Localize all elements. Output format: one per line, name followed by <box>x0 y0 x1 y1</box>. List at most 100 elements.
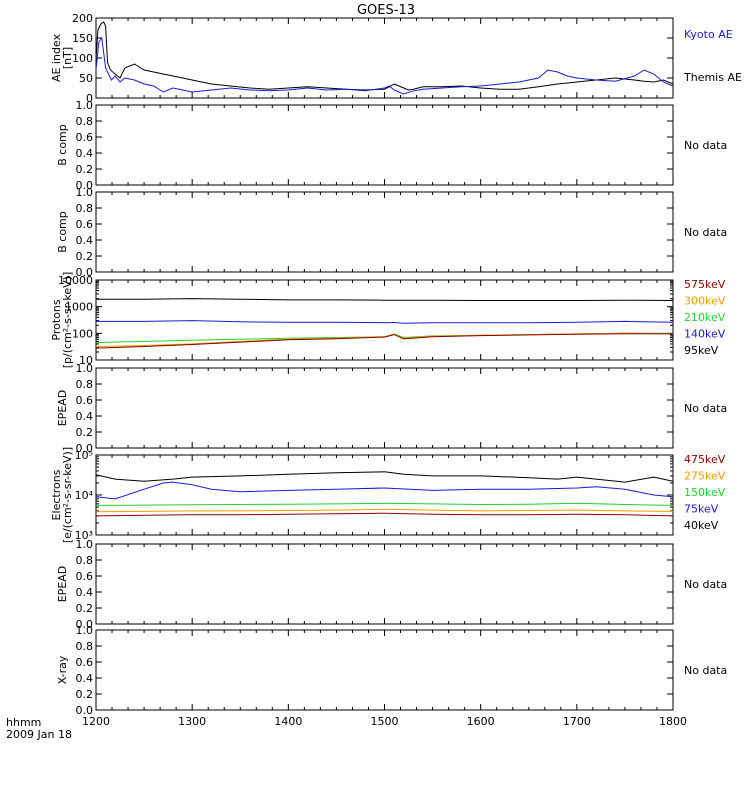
legend-label: 275keV <box>684 470 726 483</box>
y-axis-label: B comp <box>56 124 69 166</box>
y-tick-label: 0.8 <box>76 378 94 391</box>
y-axis-label: Protons <box>50 299 63 340</box>
y-tick-label: 0.0 <box>76 704 94 717</box>
y-tick-label: 0.4 <box>76 410 94 423</box>
panel-1: 0 50 100 150 200 AE index[nT] Kyoto AE Themis A… <box>50 12 742 105</box>
legend-label: 210keV <box>684 311 726 324</box>
y-axis-label: [e/(cm²-s-sr-keV)] <box>61 447 74 543</box>
x-tick-label: 1800 <box>659 715 687 728</box>
legend-label: 140keV <box>684 328 726 341</box>
y-tick-label: 10³ <box>75 529 93 542</box>
y-tick-label: 0.4 <box>76 147 94 160</box>
y-axis-label: EPEAD <box>56 390 69 427</box>
y-tick-label: 1.0 <box>76 624 94 637</box>
series-line-275kev <box>95 508 674 513</box>
y-tick-label: 1000 <box>65 301 93 314</box>
y-axis-label: [nT] <box>61 47 74 69</box>
y-axis-label: Electrons <box>50 469 63 520</box>
panel-6: 10³ 10⁴ 10⁵ Electrons[e/(cm²-s-sr-keV)] 475k… <box>50 447 726 543</box>
panel-frame <box>95 543 674 625</box>
y-tick-label: 0.8 <box>76 554 94 567</box>
y-tick-label: 1.0 <box>76 99 94 112</box>
panel-7: 0.0 0.2 0.4 0.6 0.8 1.0 EPEAD No data <box>56 538 727 631</box>
y-tick-label: 10000 <box>58 274 93 287</box>
y-tick-label: 0.6 <box>76 131 94 144</box>
panel-frame <box>95 191 674 273</box>
y-tick-label: 0.4 <box>76 672 94 685</box>
panel-frame <box>95 367 674 449</box>
panel-frame <box>95 17 674 99</box>
y-tick-label: 0.8 <box>76 202 94 215</box>
y-tick-label: 0.2 <box>76 602 94 615</box>
legend-label: 575keV <box>684 278 726 291</box>
no-data-label: No data <box>684 402 727 415</box>
panel-5: 0.0 0.2 0.4 0.6 0.8 1.0 EPEAD No data <box>56 362 727 455</box>
series-line-575kev <box>95 333 674 349</box>
x-tick-label: 1700 <box>563 715 591 728</box>
series-line-40kev <box>95 471 674 483</box>
plot-title: GOES-13 <box>357 3 415 18</box>
time-axis-label: hhmm <box>6 716 41 729</box>
legend-label: 75keV <box>684 503 719 516</box>
panels-group: 0 50 100 150 200 AE index[nT] Kyoto AE Themis A… <box>50 12 742 728</box>
series-line-150kev <box>95 502 674 506</box>
x-tick-label: 1600 <box>467 715 495 728</box>
x-tick-label: 1500 <box>371 715 399 728</box>
no-data-label: No data <box>684 578 727 591</box>
y-tick-label: 1.0 <box>76 538 94 551</box>
y-tick-label: 0.6 <box>76 570 94 583</box>
legend-label: Kyoto AE <box>684 28 733 41</box>
y-tick-label: 10⁴ <box>75 489 94 502</box>
y-axis-label: EPEAD <box>56 566 69 603</box>
y-tick-label: 0.0 <box>76 618 94 631</box>
y-tick-label: 0.6 <box>76 656 94 669</box>
panel-8: 0.0 0.2 0.4 0.6 0.8 1.0 X-ray No data <box>56 624 727 717</box>
y-tick-label: 0.2 <box>76 426 94 439</box>
y-tick-label: 0.4 <box>76 586 94 599</box>
panel-frame <box>95 629 674 711</box>
y-tick-label: 0.2 <box>76 163 94 176</box>
y-tick-label: 1.0 <box>76 186 94 199</box>
y-tick-label: 50 <box>79 72 93 85</box>
panel-frame <box>95 279 674 361</box>
no-data-label: No data <box>684 664 727 677</box>
x-tick-label: 1300 <box>178 715 206 728</box>
y-axis-label: B comp <box>56 211 69 253</box>
panel-frame <box>95 104 674 186</box>
series-line-themis-ae <box>95 21 674 91</box>
y-tick-label: 1.0 <box>76 362 94 375</box>
y-tick-label: 0.6 <box>76 394 94 407</box>
y-tick-label: 0.0 <box>76 442 94 455</box>
legend-label: 95keV <box>684 344 719 357</box>
panel-2: 0.0 0.2 0.4 0.6 0.8 1.0 B comp No data <box>56 99 727 192</box>
legend-label: 150keV <box>684 486 726 499</box>
legend-label: Themis AE <box>683 71 742 84</box>
y-axis-label: X-ray <box>56 655 69 684</box>
y-tick-label: 10⁵ <box>75 449 93 462</box>
y-tick-label: 0.4 <box>76 234 94 247</box>
y-axis-label: AE index <box>50 33 63 82</box>
series-line-95kev <box>96 298 674 301</box>
y-tick-label: 0.8 <box>76 640 94 653</box>
no-data-label: No data <box>684 139 727 152</box>
y-tick-label: 0.2 <box>76 250 94 263</box>
series-line-210kev <box>95 332 673 344</box>
y-tick-label: 0 <box>86 92 93 105</box>
x-tick-label: 1200 <box>82 715 110 728</box>
y-tick-label: 0.0 <box>76 266 94 279</box>
series-line-140kev <box>96 320 674 324</box>
y-tick-label: 200 <box>72 12 93 25</box>
y-tick-label: 100 <box>72 52 93 65</box>
y-tick-label: 0.2 <box>76 688 94 701</box>
panel-3: 0.0 0.2 0.4 0.6 0.8 1.0 B comp No data <box>56 186 727 279</box>
series-line-475kev <box>95 512 674 517</box>
y-tick-label: 100 <box>72 327 93 340</box>
date-label: 2009 Jan 18 <box>6 728 72 741</box>
y-tick-label: 0.6 <box>76 218 94 231</box>
panel-4: 10 100 1000 10000 Protons[p/(cm²-s-sr-keV)] 5… <box>50 272 726 369</box>
panel-frame <box>95 454 674 536</box>
series-line-kyoto-ae <box>95 36 674 95</box>
series-line-75kev <box>95 481 674 500</box>
y-axis-label: [p/(cm²-s-sr-keV)] <box>61 272 74 369</box>
legend-label: 475keV <box>684 453 726 466</box>
